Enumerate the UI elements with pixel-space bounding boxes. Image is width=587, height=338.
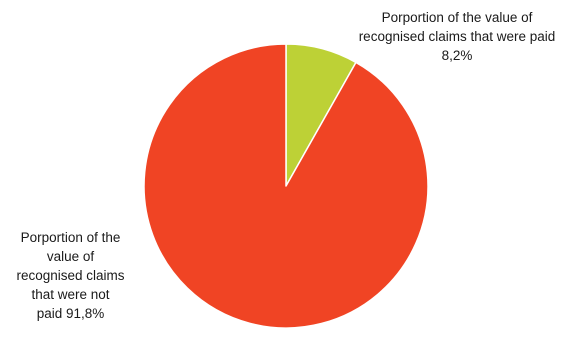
- slice-label-not-paid: Porportion of the value of recognised cl…: [16, 230, 125, 321]
- slice-label-paid: Porportion of the value of recognised cl…: [358, 10, 556, 63]
- pie-slice-not-paid: [143, 43, 429, 329]
